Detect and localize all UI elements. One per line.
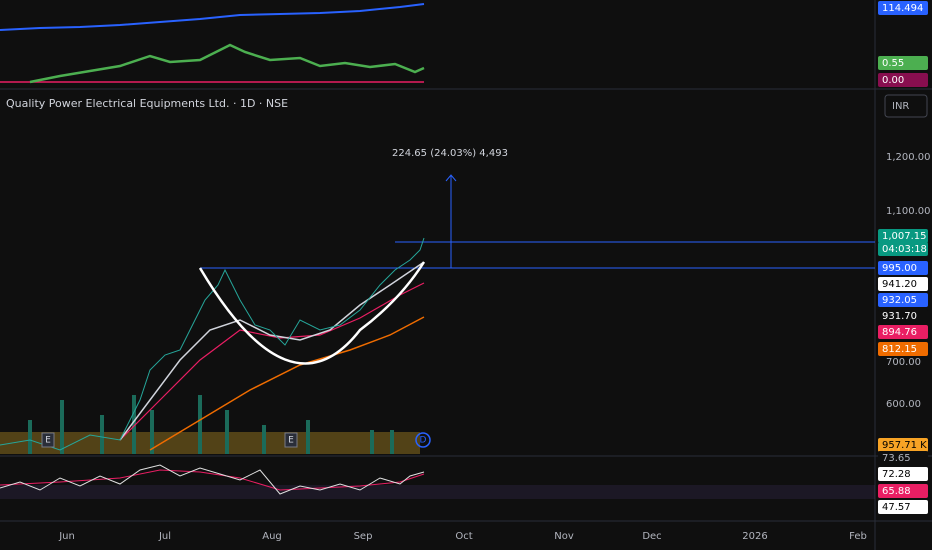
price-badge: 932.05 xyxy=(878,293,928,307)
rsi-band xyxy=(0,485,875,499)
badge-bg xyxy=(878,500,928,514)
y-tick-label: 1,100.00 xyxy=(886,206,931,217)
badge-label: 812.15 xyxy=(882,344,917,355)
price-badge: 0.55 xyxy=(878,56,928,70)
badge-bg xyxy=(878,484,928,498)
y-tick-label: 600.00 xyxy=(886,399,921,410)
dividend-marker[interactable]: D xyxy=(415,432,431,448)
price-badge: 957.71 K xyxy=(878,438,928,452)
cup-pattern xyxy=(198,261,426,365)
badge-label: 0.00 xyxy=(882,75,904,86)
badge-bg xyxy=(878,451,928,465)
x-tick-label: Oct xyxy=(455,531,472,542)
price-badge: 995.00 xyxy=(878,261,928,275)
badge-label: 1,007.15 xyxy=(882,231,927,242)
badge-bg xyxy=(878,277,928,291)
x-tick-label: Feb xyxy=(849,531,867,542)
x-tick-label: Jul xyxy=(158,531,171,542)
y-tick-label: 1,200.00 xyxy=(886,152,931,163)
price-badge: 04:03:18 xyxy=(878,242,928,256)
x-tick-label: Aug xyxy=(262,531,282,542)
badge-bg xyxy=(878,56,928,70)
price-line xyxy=(0,237,425,451)
chart-title: Quality Power Electrical Equipments Ltd.… xyxy=(6,97,288,110)
badge-label: 72.28 xyxy=(882,469,911,480)
badge-bg xyxy=(878,229,928,243)
x-tick-label: Dec xyxy=(642,531,661,542)
price-badge: 114.494 xyxy=(878,1,928,15)
badge-label: 941.20 xyxy=(882,279,917,290)
badge-bg xyxy=(878,342,928,356)
badge-bg xyxy=(878,325,928,339)
badge-label: 04:03:18 xyxy=(882,244,927,255)
indicator-line xyxy=(29,43,425,84)
y-tick-label: 700.00 xyxy=(886,357,921,368)
x-tick-label: Jun xyxy=(58,531,75,542)
badge-label: 47.57 xyxy=(882,502,911,513)
measure-arrow xyxy=(445,174,457,182)
badge-label: 931.70 xyxy=(882,311,917,322)
badge-label: 65.88 xyxy=(882,486,911,497)
x-tick-label: Nov xyxy=(554,531,574,542)
moving-average xyxy=(119,261,425,441)
badge-bg xyxy=(878,309,928,323)
moving-average xyxy=(149,316,425,451)
rsi-ma xyxy=(0,469,425,491)
price-badge: 1,007.15 xyxy=(878,229,928,243)
measure-label: 224.65 (24.03%) 4,493 xyxy=(392,148,508,159)
badge-label: 0.55 xyxy=(882,58,904,69)
badge-label: 73.65 xyxy=(882,453,911,464)
badge-bg xyxy=(878,261,928,275)
volume-bars xyxy=(28,395,394,454)
badge-label: 995.00 xyxy=(882,263,917,274)
rsi-line xyxy=(0,464,425,495)
x-tick-label: Sep xyxy=(354,531,373,542)
earnings-marker[interactable]: E xyxy=(284,432,298,448)
badge-bg xyxy=(878,467,928,481)
price-badge: 47.57 xyxy=(878,500,928,514)
badge-label: 114.494 xyxy=(882,3,923,14)
price-badge: 941.20 xyxy=(878,277,928,291)
badge-bg xyxy=(878,438,928,452)
marker-label[interactable]: D xyxy=(420,436,427,446)
price-badge: 931.70 xyxy=(878,309,928,323)
price-badge: 0.00 xyxy=(878,73,928,87)
badge-bg xyxy=(878,293,928,307)
indicator-line xyxy=(0,3,425,31)
price-badge: 65.88 xyxy=(878,484,928,498)
badge-label: 894.76 xyxy=(882,327,917,338)
currency-button[interactable] xyxy=(884,94,928,118)
badge-bg xyxy=(878,73,928,87)
earnings-marker[interactable]: E xyxy=(41,432,55,448)
badge-bg xyxy=(878,242,928,256)
price-badge: 894.76 xyxy=(878,325,928,339)
marker-label[interactable]: E xyxy=(45,436,51,446)
x-tick-label: 2026 xyxy=(742,531,767,542)
price-badge: 73.65 xyxy=(878,451,928,465)
price-badge: 812.15 xyxy=(878,342,928,356)
currency[interactable]: INR xyxy=(892,101,909,112)
moving-average xyxy=(119,282,425,441)
marker-label[interactable]: E xyxy=(288,436,294,446)
badge-label: 957.71 K xyxy=(882,440,927,451)
price-badge: 72.28 xyxy=(878,467,928,481)
badge-label: 932.05 xyxy=(882,295,917,306)
badge-bg xyxy=(878,1,928,15)
